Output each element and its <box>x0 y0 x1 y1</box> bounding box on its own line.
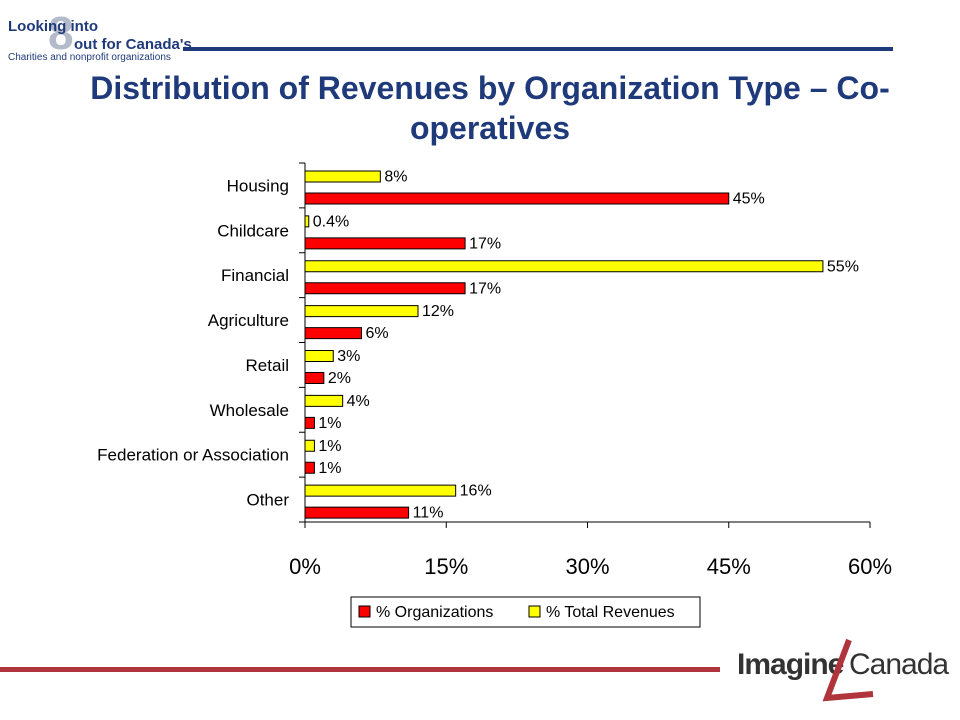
bar <box>304 237 466 250</box>
imagine-canada-logo: Imagine Canada <box>737 638 949 710</box>
category-label: Agriculture <box>208 311 289 330</box>
data-label: 12% <box>422 303 454 320</box>
logo-accent-mark <box>822 638 874 702</box>
data-label: 17% <box>469 235 501 252</box>
category-label: Federation or Association <box>97 446 289 465</box>
bar <box>304 439 315 452</box>
legend-label: % Total Revenues <box>546 604 675 621</box>
logo-word-canada: Canada <box>849 648 949 681</box>
x-tick-label: 15% <box>424 554 468 579</box>
data-label: 0.4% <box>313 213 349 230</box>
logo-eight-mark: 8 <box>48 7 74 59</box>
data-label: 3% <box>337 348 360 365</box>
data-label: 17% <box>469 280 501 297</box>
data-label: 11% <box>413 505 444 522</box>
bar <box>304 192 730 205</box>
category-label: Childcare <box>217 221 289 240</box>
logo-line-2: out for Canada's <box>74 36 192 53</box>
logo-line-1: Looking into <box>8 18 98 35</box>
data-label: 55% <box>827 258 859 275</box>
logo-word-imagine: Imagine <box>737 648 844 681</box>
category-label: Financial <box>221 266 289 285</box>
data-label: 1% <box>318 438 341 455</box>
bar <box>304 170 381 183</box>
legend-label: % Organizations <box>376 604 493 621</box>
bar <box>304 350 334 362</box>
bar <box>304 282 466 295</box>
category-label: Other <box>246 491 289 510</box>
data-label: 8% <box>384 169 407 186</box>
bar <box>304 484 457 497</box>
bar <box>304 461 315 474</box>
chart-title: Distribution of Revenues by Organization… <box>90 70 890 146</box>
bar <box>304 327 362 340</box>
category-label: Retail <box>246 356 289 375</box>
bar <box>304 215 310 228</box>
x-tick-label: 30% <box>565 554 609 579</box>
x-tick-label: 60% <box>848 554 892 579</box>
top-divider <box>183 47 893 51</box>
data-label: 1% <box>318 415 341 432</box>
bar <box>304 416 315 429</box>
data-label: 4% <box>347 393 370 410</box>
data-label: 1% <box>318 460 341 477</box>
data-label: 45% <box>733 191 765 208</box>
data-label: 16% <box>460 483 492 500</box>
legend-box <box>350 596 701 628</box>
category-label: Wholesale <box>210 401 289 420</box>
category-label: Housing <box>227 176 289 195</box>
bar <box>304 506 410 519</box>
bottom-divider <box>0 667 720 672</box>
x-tick-label: 0% <box>289 554 321 579</box>
data-label: 6% <box>366 325 389 342</box>
x-tick-label: 45% <box>707 554 751 579</box>
legend-swatch <box>528 605 541 618</box>
legend-swatch <box>358 605 371 618</box>
logo-line-3: Charities and nonprofit organizations <box>8 52 171 63</box>
top-logo: 8 Looking into out for Canada's Charitie… <box>6 7 192 63</box>
bar <box>304 372 325 384</box>
bar <box>304 260 824 273</box>
bar <box>304 394 344 407</box>
bar <box>304 305 419 318</box>
data-label: 2% <box>328 370 351 387</box>
